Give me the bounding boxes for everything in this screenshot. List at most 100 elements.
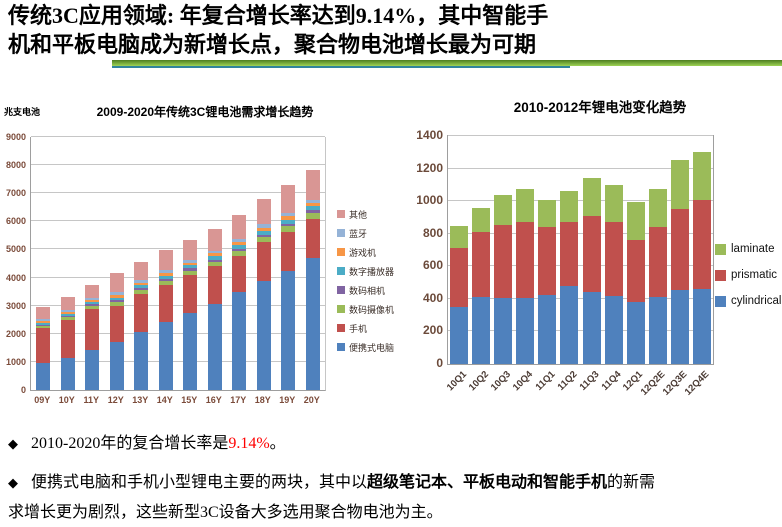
bar-segment-数码摄像机 (85, 305, 100, 309)
bar-segment-手机 (256, 242, 271, 281)
legend-item: laminate (715, 243, 782, 255)
bar-segment-cylindrical (626, 302, 645, 364)
y-axis-tick-label: 9000 (5, 132, 26, 142)
bar-segment-laminate (472, 208, 491, 233)
legend-label: prismatic (731, 269, 778, 281)
bullet-2-pre: 便携式电脑和手机小型锂电主要的两块，其中以 (31, 474, 368, 491)
bar-segment-游戏机 (36, 320, 51, 323)
bar-segment-laminate (516, 188, 535, 223)
x-axis-tick-label: 18Y (254, 395, 271, 405)
y-axis-unit-label: 兆支电池 (4, 107, 41, 117)
title-underline-green (112, 60, 782, 66)
bar-segment-便携式电脑 (281, 270, 296, 390)
bar-segment-cylindrical (516, 298, 535, 364)
bar-segment-laminate (560, 191, 579, 222)
x-axis-tick-label: 14Y (156, 395, 173, 405)
legend-swatch (715, 269, 726, 281)
bar-segment-数字播放器 (281, 219, 296, 224)
y-axis-tick-label: 0 (436, 356, 443, 370)
bar-segment-prismatic (450, 247, 469, 307)
gridline (31, 304, 325, 306)
bar-segment-游戏机 (60, 312, 75, 314)
legend-swatch (337, 343, 345, 351)
bar-segment-prismatic (670, 209, 689, 290)
gridline (448, 167, 713, 169)
y-axis-tick-label: 600 (422, 258, 443, 273)
bar-segment-laminate (582, 178, 601, 216)
bar-segment-其他 (232, 214, 247, 239)
bar-segment-数码摄像机 (36, 325, 51, 329)
gridline (31, 360, 325, 362)
bar-segment-便携式电脑 (60, 357, 75, 390)
bullet-1-pre: 2010-2020年的复合增长率是 (31, 435, 229, 452)
right-plot-area (447, 135, 714, 365)
legend-label: 数码相机 (349, 285, 386, 296)
bar-segment-游戏机 (85, 300, 100, 303)
x-axis-tick-label: 10Q4 (510, 369, 536, 394)
right-legend: laminate prismatic cylindrical (715, 243, 782, 307)
bar-segment-手机 (232, 255, 247, 293)
legend-label: cylindrical (731, 295, 782, 307)
y-axis-tick-label: 800 (422, 225, 443, 240)
legend-label: 便携式电脑 (349, 342, 395, 353)
bar-segment-其他 (109, 273, 124, 293)
bar-segment-cylindrical (648, 297, 667, 364)
bar-segment-数字播放器 (60, 313, 75, 316)
bar-segment-数码相机 (256, 234, 271, 238)
bar-segment-数码摄像机 (207, 261, 222, 267)
y-axis-tick-label: 1200 (416, 160, 443, 175)
gridline (448, 232, 713, 234)
x-axis-tick-label: 11Q1 (533, 369, 558, 393)
bar-segment-prismatic (692, 200, 711, 290)
bar-segment-便携式电脑 (183, 313, 198, 390)
bar-segment-laminate (450, 225, 469, 248)
x-axis-tick-label: 12Y (107, 395, 124, 405)
bar-segment-数码摄像机 (256, 237, 271, 243)
left-legend: 其他 蓝牙 游戏机 数字播放器 数码相机 数码摄像机 手机 便携式电脑 (337, 209, 395, 353)
bar-segment-游戏机 (109, 295, 124, 298)
legend-swatch (337, 248, 345, 256)
bar-segment-数码相机 (134, 288, 149, 291)
chart-3c-demand-trend: 兆支电池 2009-2020年传统3C锂电池需求增长趋势 其他 蓝牙 游戏机 数字播放… (0, 95, 418, 430)
bar-segment-手机 (85, 308, 100, 351)
bar-segment-蓝牙 (256, 224, 271, 228)
page-title-line-2: 机和平板电脑成为新增长点，聚合物电池增长最为可期 (8, 32, 537, 57)
legend-label: 手机 (349, 323, 368, 334)
bar-segment-蓝牙 (85, 298, 100, 301)
legend-item: 数码摄像机 (337, 304, 395, 315)
bar-segment-其他 (85, 285, 100, 299)
gridline (31, 276, 325, 278)
x-axis-tick-label: 11Q4 (599, 369, 624, 393)
bar-segment-数字播放器 (256, 231, 271, 235)
bar-segment-数字播放器 (183, 265, 198, 269)
bar-segment-其他 (60, 297, 75, 311)
bar-segment-cylindrical (692, 289, 711, 364)
legend-item: 便携式电脑 (337, 342, 395, 353)
x-axis-tick-label: 09Y (34, 395, 51, 405)
bar-segment-手机 (281, 232, 296, 271)
bar-segment-prismatic (516, 222, 535, 299)
bar-segment-其他 (281, 185, 296, 213)
bullet-1-post: 。 (269, 435, 286, 452)
legend-item: 蓝牙 (337, 228, 394, 239)
bar-segment-便携式电脑 (305, 258, 320, 390)
left-chart-title: 2009-2020年传统3C锂电池需求增长趋势 (96, 105, 314, 119)
bar-segment-数码相机 (281, 223, 296, 227)
gridline (31, 332, 325, 334)
bar-segment-cylindrical (604, 295, 623, 364)
bar-segment-蓝牙 (134, 280, 149, 283)
bar-segment-游戏机 (158, 272, 173, 276)
y-axis-tick-label: 2000 (5, 328, 26, 339)
legend-label: laminate (731, 243, 775, 255)
bar-segment-便携式电脑 (134, 331, 149, 390)
x-axis-tick-label: 10Y (58, 395, 75, 405)
bar-segment-prismatic (604, 222, 623, 296)
bar-segment-蓝牙 (36, 319, 51, 321)
bar-segment-手机 (109, 306, 124, 342)
bullet-item-2: ◆ 便携式电脑和手机小型锂电主要的两块，其中以超级笔记本、平板电动和智能手机的新需… (8, 468, 658, 527)
bar-segment-其他 (183, 239, 198, 260)
x-axis-tick-label: 13Y (132, 395, 149, 405)
legend-label: 数码摄像机 (349, 304, 395, 315)
bar-segment-便携式电脑 (85, 350, 100, 390)
bar-segment-数码摄像机 (109, 302, 124, 307)
